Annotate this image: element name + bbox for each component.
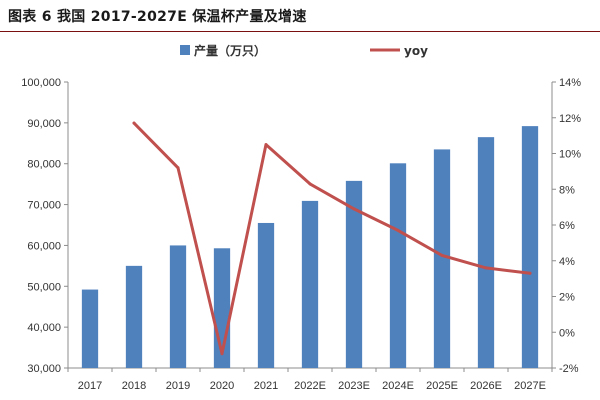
x-tick-label: 2019 [166, 380, 190, 392]
bar [257, 222, 275, 368]
bar [301, 200, 319, 368]
yoy-point [132, 121, 136, 125]
yoy-line [132, 121, 532, 356]
x-tick-label: 2024E [382, 380, 414, 392]
bar [389, 163, 407, 368]
bar-series [81, 126, 539, 368]
x-tick-label: 2022E [294, 380, 326, 392]
y-left-tick-label: 30,000 [27, 363, 61, 375]
x-tick-label: 2017 [78, 380, 102, 392]
x-tick-label: 2021 [254, 380, 278, 392]
y-right-tick-label: 6% [559, 220, 575, 232]
legend-label-bar: 产量（万只） [194, 43, 266, 58]
yoy-point [308, 182, 312, 186]
y-left-tick-label: 80,000 [27, 159, 61, 171]
y-left-tick-label: 100,000 [21, 77, 61, 89]
legend-label-line: yoy [404, 44, 428, 58]
yoy-point [396, 228, 400, 232]
x-axis: 2017 2018 2019 2020 2021 2022E 2023E 2024E 2025E… [67, 367, 553, 392]
bar [81, 289, 99, 368]
yoy-point [484, 266, 488, 270]
y-right-tick-label: 8% [559, 184, 575, 196]
y-left-tick-label: 70,000 [27, 200, 61, 212]
x-tick-label: 2027E [514, 380, 546, 392]
x-tick-label: 2026E [470, 380, 502, 392]
legend: 产量（万只） yoy [180, 43, 428, 58]
y-left-tick-label: 90,000 [27, 118, 61, 130]
yoy-point [352, 207, 356, 211]
legend-swatch-bar [180, 45, 190, 55]
yoy-point [264, 143, 268, 147]
x-tick-label: 2018 [122, 380, 146, 392]
yoy-point [176, 166, 180, 170]
yoy-point [220, 352, 224, 356]
bar [125, 265, 143, 368]
x-tick-label: 2025E [426, 380, 458, 392]
bar [477, 137, 495, 368]
yoy-point [440, 253, 444, 257]
y-right-tick-label: 14% [559, 77, 581, 89]
figure-title: 图表 6 我国 2017-2027E 保温杯产量及增速 [8, 9, 307, 25]
bar [345, 180, 363, 368]
yoy-line-series [132, 121, 532, 356]
y-left-axis: 30,000 40,000 50,000 60,000 70,000 80,000 90,0… [21, 77, 69, 375]
bar [169, 245, 187, 368]
y-right-tick-label: -2% [559, 363, 579, 375]
y-right-tick-label: 12% [559, 113, 581, 125]
y-right-axis: -2% 0% 2% 4% 6% 8% 10% 12% 14% [551, 77, 581, 375]
y-left-tick-label: 40,000 [27, 322, 61, 334]
x-tick-label: 2023E [338, 380, 370, 392]
bar [521, 126, 539, 368]
y-right-tick-label: 0% [559, 327, 575, 339]
title-divider [0, 31, 600, 32]
y-right-tick-label: 10% [559, 149, 581, 161]
y-left-tick-label: 50,000 [27, 281, 61, 293]
x-tick-label: 2020 [210, 380, 234, 392]
y-right-tick-label: 2% [559, 292, 575, 304]
y-right-tick-label: 4% [559, 256, 575, 268]
bar [433, 149, 451, 368]
y-left-tick-label: 60,000 [27, 240, 61, 252]
yoy-point [528, 271, 532, 275]
